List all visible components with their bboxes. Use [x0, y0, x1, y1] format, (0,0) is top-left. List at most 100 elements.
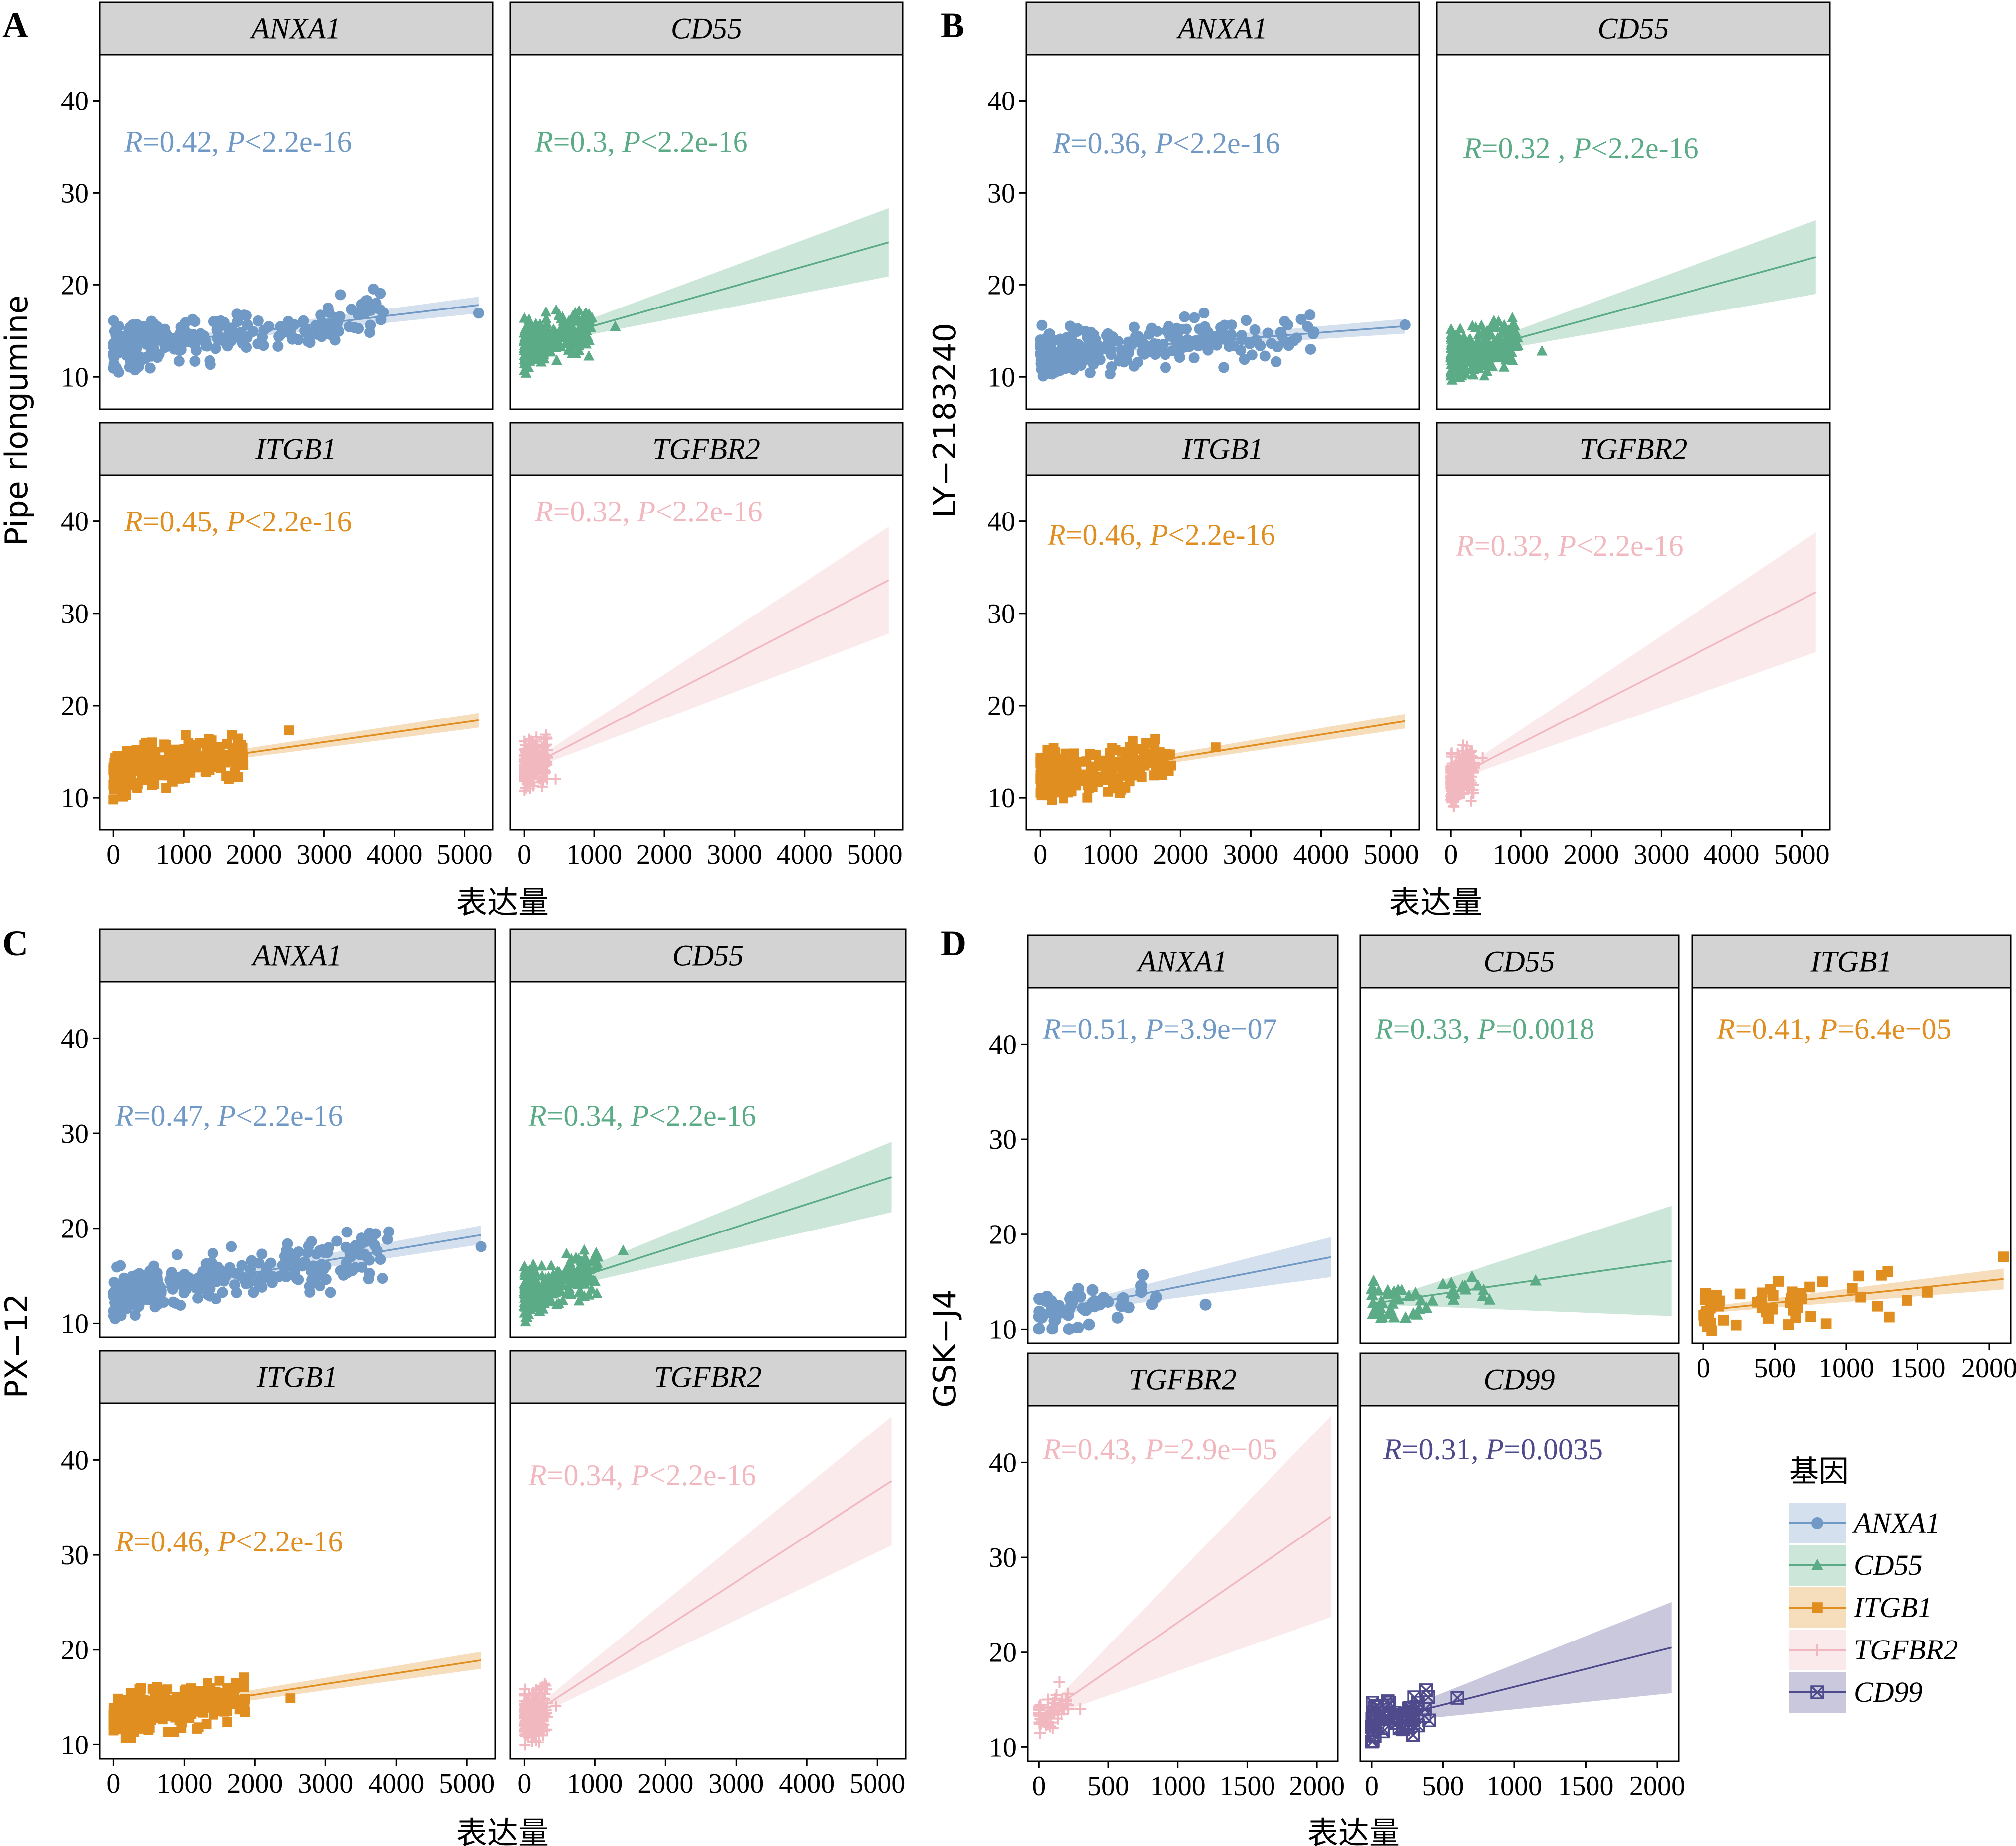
- y-tick-label: 10: [61, 1308, 89, 1339]
- data-point: [1223, 341, 1235, 352]
- data-point: [528, 780, 539, 792]
- data-point: [129, 1310, 141, 1321]
- data-point: [536, 1260, 547, 1271]
- data-point: [1458, 336, 1470, 347]
- data-point: [113, 366, 124, 378]
- x-tick-label: 4000: [1704, 839, 1760, 870]
- x-tick-label: 0: [1365, 1771, 1379, 1802]
- data-point: [163, 770, 173, 781]
- x-tick-label: 1000: [1493, 839, 1549, 870]
- data-point: [170, 1297, 181, 1309]
- correlation-annotation: R=0.43, P=2.9e−05: [1042, 1433, 1277, 1466]
- x-tick-label: 3000: [708, 1768, 764, 1799]
- data-point: [1450, 794, 1462, 805]
- y-tick-label: 30: [61, 599, 89, 629]
- data-point: [304, 1281, 315, 1292]
- data-point: [217, 1287, 228, 1298]
- data-point: [145, 347, 157, 359]
- annotation-symbol: R: [1383, 1433, 1402, 1466]
- y-tick-label: 10: [61, 1730, 89, 1760]
- x-tick-label: 4000: [368, 1768, 424, 1799]
- data-point: [350, 1240, 361, 1251]
- annotation-symbol: R: [1052, 127, 1071, 160]
- plot-area: [519, 1142, 892, 1327]
- data-point: [1472, 336, 1483, 347]
- annotation-value: <2.2e-16: [1576, 529, 1683, 562]
- data-point: [245, 1263, 256, 1275]
- annotation-value: =0.32,: [1474, 529, 1551, 562]
- data-point: [1399, 1311, 1412, 1323]
- data-point: [285, 1693, 296, 1703]
- data-point: [193, 1722, 204, 1733]
- data-point: [1382, 1287, 1394, 1299]
- facet-anxa1: ANXA1 10 20 30 40 R=0.51, P=3.9e−07: [989, 934, 1339, 1345]
- facet-strip-label: CD55: [671, 12, 742, 45]
- data-point: [572, 314, 584, 325]
- plot-area: [1033, 1416, 1332, 1739]
- data-point: [144, 742, 155, 752]
- data-point: [591, 1287, 603, 1298]
- data-point: [1367, 1274, 1379, 1286]
- annotation-value: =0.0035: [1504, 1433, 1603, 1466]
- data-point: [531, 1735, 542, 1746]
- data-point: [1380, 1711, 1394, 1725]
- data-point: [1459, 341, 1471, 352]
- y-tick-label: 20: [987, 691, 1015, 721]
- annotation-symbol: P: [217, 1099, 236, 1132]
- legend-item-cd55: CD55: [1789, 1545, 1923, 1586]
- facet-strip-label: CD55: [672, 939, 743, 972]
- data-point: [149, 779, 160, 789]
- y-axis-title: LY−2183240: [927, 323, 963, 518]
- data-point: [288, 319, 300, 330]
- data-point: [248, 1287, 259, 1298]
- data-point: [189, 355, 201, 367]
- data-point: [520, 1264, 531, 1275]
- data-point: [1074, 355, 1086, 367]
- panel-border: [509, 1402, 907, 1760]
- correlation-annotation: R=0.3, P<2.2e-16: [534, 125, 748, 158]
- data-point: [1734, 1288, 1746, 1300]
- data-point: [473, 308, 484, 319]
- data-point: [1392, 1283, 1404, 1295]
- data-point: [1466, 1270, 1478, 1282]
- panel-border: [509, 54, 904, 410]
- y-tick-label: 20: [61, 1635, 89, 1666]
- annotation-value: <2.2e-16: [236, 1099, 343, 1132]
- plot-area: [519, 1416, 892, 1751]
- legend-label: CD99: [1854, 1676, 1923, 1708]
- data-point: [1465, 795, 1477, 807]
- data-point: [1494, 342, 1505, 353]
- data-point: [573, 1295, 585, 1306]
- data-point: [530, 1278, 541, 1289]
- facet-cd55: CD55 R=0.32 , P<2.2e-16: [1436, 1, 1831, 410]
- data-point: [557, 1294, 569, 1305]
- data-point: [1110, 783, 1121, 793]
- data-point: [113, 757, 123, 768]
- data-point: [1767, 1303, 1778, 1315]
- data-point: [252, 338, 264, 350]
- data-point: [1101, 340, 1113, 352]
- annotation-symbol: R: [1042, 1433, 1061, 1466]
- data-point: [573, 1287, 585, 1298]
- data-point: [225, 1699, 236, 1709]
- data-point: [1295, 313, 1307, 325]
- data-point: [566, 1274, 578, 1285]
- data-point: [1236, 330, 1248, 341]
- data-point: [224, 1262, 236, 1273]
- x-tick-label: 5000: [437, 839, 493, 870]
- data-point: [206, 740, 216, 750]
- correlation-annotation: R=0.31, P=0.0035: [1383, 1433, 1603, 1466]
- facet-strip: [1691, 934, 2012, 989]
- y-tick-label: 20: [61, 691, 89, 721]
- y-tick-label: 30: [61, 1540, 89, 1571]
- panel-border: [99, 474, 494, 831]
- annotation-symbol: R: [124, 505, 143, 538]
- data-point: [137, 321, 148, 332]
- data-point: [1064, 1293, 1076, 1305]
- data-point: [136, 1289, 147, 1300]
- data-point: [1106, 361, 1117, 373]
- data-point: [1135, 760, 1145, 771]
- y-tick-label: 30: [987, 599, 1015, 629]
- data-point: [1086, 1284, 1099, 1296]
